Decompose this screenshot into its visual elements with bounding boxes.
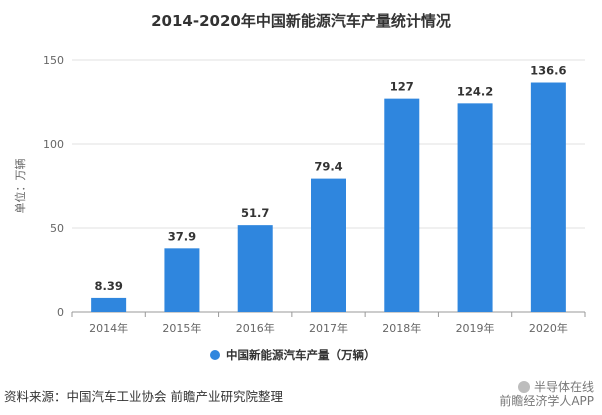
x-tick-label: 2018年 — [382, 321, 421, 335]
data-label: 127 — [390, 80, 414, 94]
brand-watermark: 半导体在线 前瞻经济学人APP — [499, 378, 594, 408]
bar — [530, 82, 566, 313]
legend: 中国新能源汽车产量（万辆） — [210, 347, 376, 363]
data-label: 8.39 — [94, 279, 122, 293]
data-label: 37.9 — [168, 229, 196, 243]
data-label: 124.2 — [457, 84, 493, 98]
brand-line2: 前瞻经济学人APP — [499, 394, 594, 408]
wechat-icon — [517, 380, 530, 393]
bar — [91, 297, 127, 312]
legend-label: 中国新能源汽车产量（万辆） — [226, 348, 376, 362]
y-tick-label: 100 — [43, 138, 64, 151]
x-tick-label: 2015年 — [162, 321, 201, 335]
bar — [164, 248, 200, 312]
x-tick-label: 2020年 — [529, 321, 568, 335]
bar — [384, 98, 420, 312]
data-label: 79.4 — [314, 160, 342, 174]
brand-line1: 半导体在线 — [533, 380, 594, 394]
x-tick-label: 2019年 — [456, 321, 495, 335]
bar — [457, 103, 493, 313]
y-axis-label: 单位：万辆 — [13, 159, 27, 214]
bar — [311, 178, 346, 312]
y-tick-label: 0 — [57, 306, 64, 319]
bar — [237, 225, 273, 312]
chart-title: 2014-2020年中国新能源汽车产量统计情况 — [151, 12, 451, 30]
source-note: 资料来源：中国汽车工业协会 前瞻产业研究院整理 — [4, 389, 283, 404]
data-label: 136.6 — [530, 64, 566, 78]
y-tick-label: 50 — [50, 222, 64, 235]
x-tick-label: 2017年 — [309, 321, 348, 335]
x-tick-label: 2016年 — [236, 321, 275, 335]
legend-swatch — [210, 350, 220, 360]
data-label: 51.7 — [241, 206, 269, 220]
x-tick-label: 2014年 — [89, 321, 128, 335]
y-tick-label: 150 — [43, 54, 64, 67]
